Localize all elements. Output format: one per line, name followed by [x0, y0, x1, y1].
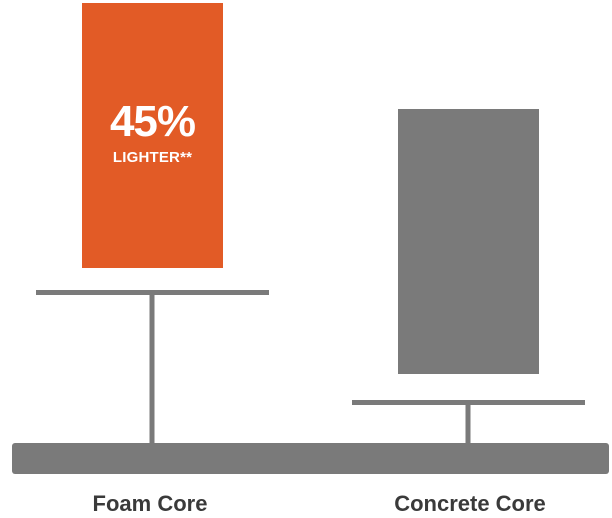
- concrete-scale-stem: [465, 402, 471, 445]
- foam-scale-stem: [149, 291, 155, 445]
- foam-core-block: [82, 3, 223, 268]
- weight-percentage: 45%: [109, 97, 196, 146]
- concrete-scale-tray: [352, 400, 585, 405]
- weight-descriptor: LIGHTER**: [112, 149, 193, 166]
- base-platform: [12, 443, 609, 474]
- concrete-core-block: [398, 109, 539, 374]
- foam-core-label: Foam Core: [92, 491, 208, 516]
- foam-scale-tray: [36, 290, 269, 295]
- foam-core-weight-callout: 45% LIGHTER**: [82, 97, 223, 166]
- concrete-core-label: Concrete Core: [394, 491, 546, 516]
